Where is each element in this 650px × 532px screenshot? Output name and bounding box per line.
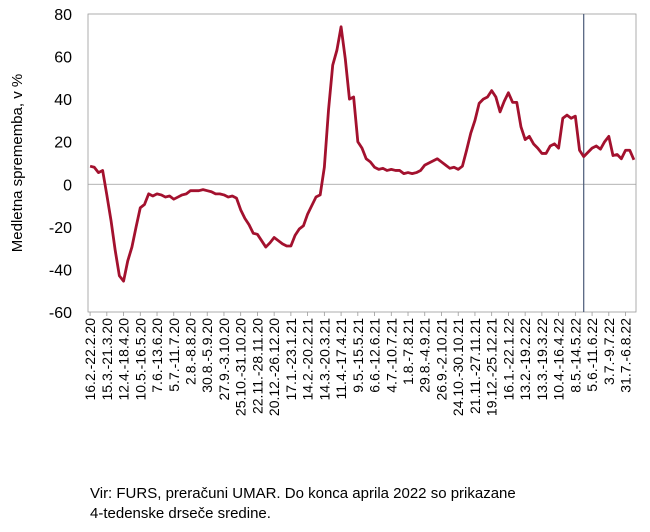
y-tick-label: -40: [49, 262, 72, 279]
x-tick-label: 5.7.-11.7.20: [166, 318, 182, 392]
x-tick-label: 16.1.-22.1.22: [500, 318, 516, 401]
x-tick-label: 13.2.-19.2.22: [517, 318, 533, 401]
x-tick-label: 25.10.-31.10.20: [233, 318, 249, 416]
x-tick-label: 16.2.-22.2.20: [82, 318, 98, 401]
x-tick-label: 11.4.-17.4.21: [333, 318, 349, 400]
y-tick-label: -60: [49, 305, 72, 322]
x-tick-label: 30.8.-5.9.20: [199, 318, 215, 393]
line-chart: -60 -40 -20 0 20 40 60 80 16.2.-22.2.20 15.3.-21…: [9, 7, 637, 416]
x-tick-label: 22.11.-28.11.20: [249, 318, 265, 414]
x-tick-label: 7.6.-13.6.20: [149, 318, 165, 393]
x-tick-label: 27.9.-3.10.20: [216, 318, 232, 401]
y-tick-label: -20: [49, 220, 72, 237]
source-note-line-2: 4-tedenske drseče sredine.: [90, 505, 271, 522]
x-tick-label: 14.3.-20.3.21: [316, 318, 332, 401]
x-tick-label: 17.1.-23.1.21: [283, 318, 299, 401]
x-tick-label: 21.11.-27.11.21: [467, 318, 483, 414]
x-tick-label: 10.4.-16.4.22: [551, 318, 567, 401]
y-tick-label: 40: [54, 92, 72, 109]
x-tick-label: 9.5.-15.5.21: [350, 318, 366, 393]
y-axis-label: Medletna sprememba, v %: [9, 74, 26, 252]
x-tick-label: 2.8.-8.8.20: [182, 318, 198, 385]
y-axis-ticks: -60 -40 -20 0 20 40 60 80: [49, 7, 72, 322]
x-tick-label: 10.5.-16.5.20: [132, 318, 148, 401]
x-tick-label: 26.9.-2.10.21: [433, 318, 449, 401]
x-tick-label: 8.5.-14.5.22: [567, 318, 583, 393]
x-tick-label: 13.3.-19.3.22: [534, 318, 550, 401]
x-tick-label: 12.4.-18.4.20: [116, 318, 132, 401]
y-tick-label: 0: [63, 177, 72, 194]
y-tick-label: 80: [54, 7, 72, 24]
x-tick-label: 19.12.-25.12.21: [484, 318, 500, 416]
x-axis-ticks: 16.2.-22.2.20 15.3.-21.3.20 12.4.-18.4.20 1…: [82, 312, 634, 416]
source-note-line-1: Vir: FURS, preračuni UMAR. Do konca apri…: [90, 485, 516, 502]
y-tick-label: 20: [54, 135, 72, 152]
x-tick-label: 15.3.-21.3.20: [99, 318, 115, 401]
x-tick-label: 6.6.-12.6.21: [367, 318, 383, 393]
x-tick-label: 14.2.-20.2.21: [300, 318, 316, 401]
x-tick-label: 4.7.-10.7.21: [383, 318, 399, 393]
series-line: [89, 25, 636, 283]
x-tick-label: 20.12.-26.12.20: [266, 318, 282, 416]
plot-frame: [87, 13, 637, 313]
x-tick-label: 3.7.-9.7.22: [601, 318, 617, 385]
source-note: Vir: FURS, preračuni UMAR. Do konca apri…: [90, 484, 516, 524]
x-tick-label: 31.7.-6.8.22: [618, 318, 634, 393]
y-tick-label: 60: [54, 50, 72, 67]
x-tick-label: 29.8.-4.9.21: [417, 318, 433, 393]
x-tick-label: 5.6.-11.6.22: [584, 318, 600, 392]
x-tick-label: 24.10.-30.10.21: [450, 318, 466, 416]
x-tick-label: 1.8.-7.8.21: [400, 318, 416, 385]
